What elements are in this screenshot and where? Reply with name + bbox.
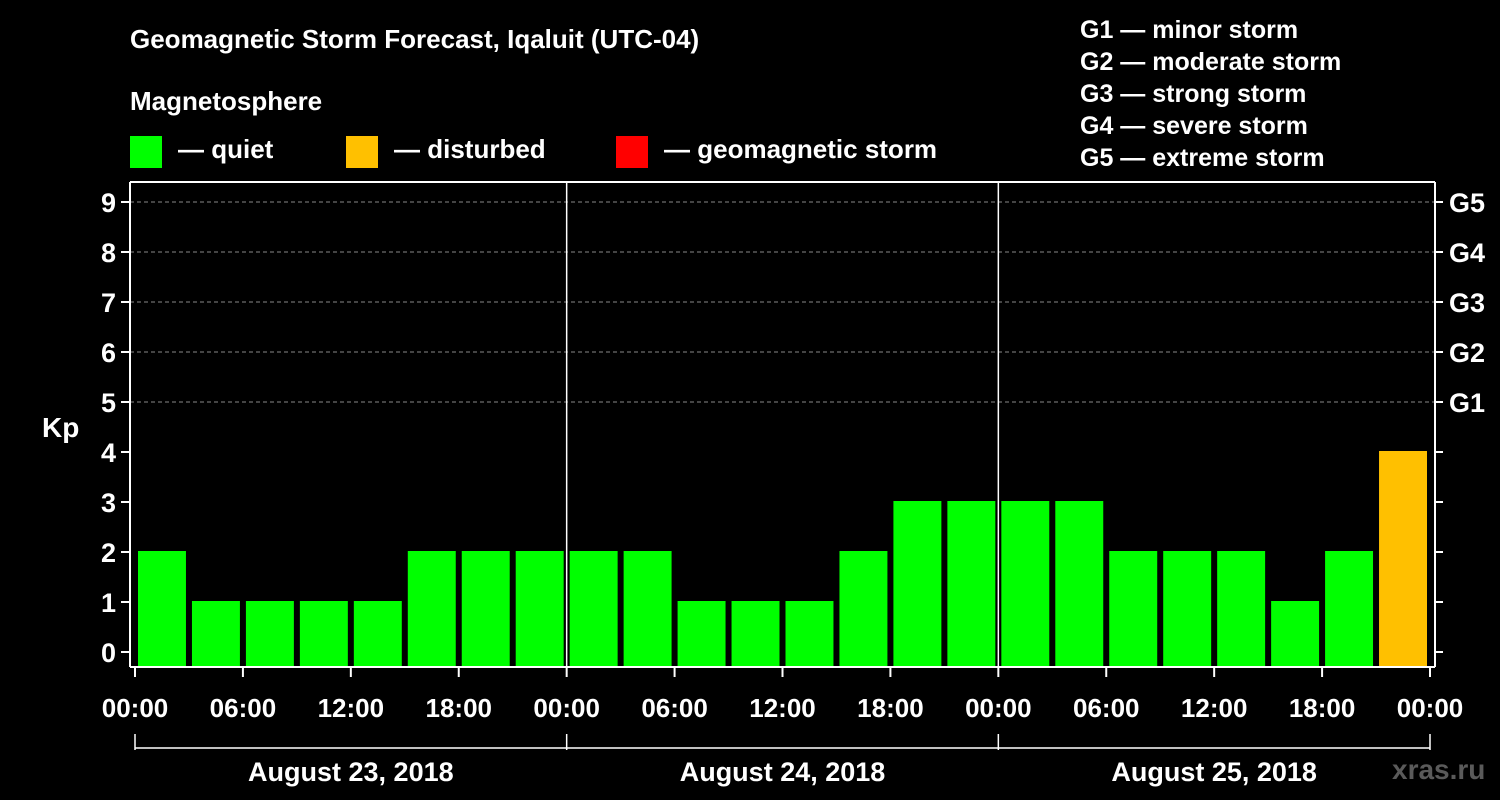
day-label: August 24, 2018 [680,757,886,787]
y-tick-label: 3 [101,488,116,518]
x-tick-label: 00:00 [533,693,600,723]
kp-bar [245,601,294,667]
kp-bar [191,601,240,667]
legend-disturbed: — disturbed [346,134,586,168]
y-tick-label: 7 [101,288,116,318]
kp-bar [1379,451,1427,667]
g-level-label: G1 [1449,388,1485,418]
y-tick-label: 6 [101,338,116,368]
x-tick-label: 12:00 [318,693,385,723]
legend-quiet-swatch [130,136,162,168]
y-tick-label: 5 [101,388,116,418]
kp-bar [515,551,564,667]
x-tick-label: 00:00 [965,693,1032,723]
g-scale-item-g1: G1 — minor storm [1080,16,1299,44]
x-tick-label: 18:00 [426,693,493,723]
kp-bar [299,601,348,667]
legend-heading: Magnetosphere [130,86,323,116]
x-tick-label: 06:00 [641,693,708,723]
y-tick-label: 8 [101,238,116,268]
kp-bar [138,551,186,667]
kp-bar [839,551,888,667]
x-tick-label: 00:00 [102,693,169,723]
kp-bar [623,551,672,667]
y-tick-label: 0 [101,638,116,668]
x-tick-label: 18:00 [857,693,924,723]
kp-bar [1109,551,1158,667]
kp-bar [407,551,456,667]
x-tick-label: 06:00 [1073,693,1140,723]
y-tick-label: 1 [101,588,116,618]
g-level-label: G2 [1449,338,1485,368]
kp-bar [461,551,510,667]
g-level-label: G4 [1449,238,1485,268]
kp-bar [785,601,834,667]
g-scale-item-g4: G4 — severe storm [1080,112,1308,140]
x-tick-label: 12:00 [749,693,816,723]
watermark: xras.ru [1392,754,1486,785]
legend-quiet: — quiet [130,134,330,168]
kp-bar [1325,551,1374,667]
legend-storm-swatch [616,136,648,168]
legend-storm: — geomagnetic storm [616,134,956,168]
g-scale-item-g3: G3 — strong storm [1080,80,1307,108]
kp-bar [731,601,780,667]
kp-bar [677,601,726,667]
x-tick-label: 18:00 [1289,693,1356,723]
x-tick-label: 06:00 [210,693,277,723]
kp-bar [893,501,942,667]
g-scale-legend: G1 — minor storm G2 — moderate storm G3 … [1080,14,1341,174]
kp-bar [1163,551,1212,667]
y-tick-label: 9 [101,188,116,218]
kp-bar [1271,601,1320,667]
chart-title: Geomagnetic Storm Forecast, Iqaluit (UTC… [130,24,700,54]
y-axis-label: Kp [42,412,80,443]
day-label: August 23, 2018 [248,757,454,787]
g-level-label: G3 [1449,288,1485,318]
y-tick-label: 4 [101,438,116,468]
kp-bar [1217,551,1266,667]
g-level-label: G5 [1449,188,1485,218]
g-scale-item-g2: G2 — moderate storm [1080,48,1342,76]
legend-disturbed-swatch [346,136,378,168]
legend-quiet-label: — quiet [178,134,274,164]
x-tick-label: 00:00 [1397,693,1464,723]
y-tick-label: 2 [101,538,116,568]
kp-bar [947,501,996,667]
legend-storm-label: — geomagnetic storm [664,134,938,164]
g-scale-item-g5: G5 — extreme storm [1080,144,1325,172]
legend-disturbed-label: — disturbed [394,134,546,164]
kp-bar [353,601,402,667]
kp-bar [1055,501,1104,667]
kp-bar [569,551,618,667]
day-label: August 25, 2018 [1111,757,1317,787]
kp-bar [1001,501,1050,667]
x-tick-label: 12:00 [1181,693,1248,723]
